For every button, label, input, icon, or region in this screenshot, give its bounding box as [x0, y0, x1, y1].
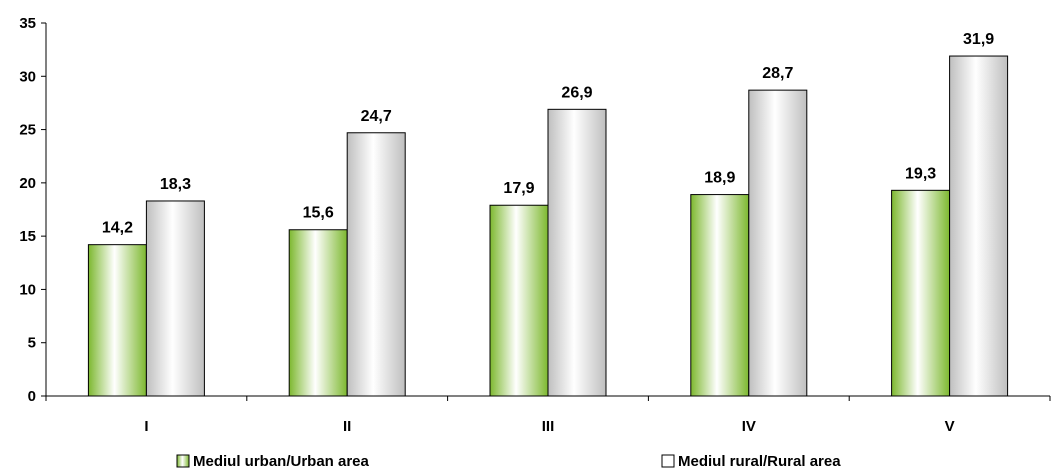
x-category-label: III	[542, 418, 555, 435]
x-category-label: IV	[742, 418, 756, 435]
y-tick-label: 30	[19, 68, 36, 85]
bar-urban	[87, 244, 147, 397]
x-category-label: II	[343, 418, 351, 435]
legend: Mediul urban/Urban area Mediul rural/Rur…	[176, 453, 841, 470]
bar-urban	[891, 189, 951, 397]
bar-rural	[547, 108, 607, 397]
x-category-label: I	[144, 418, 148, 435]
bars	[87, 55, 1009, 397]
y-tick-label: 10	[19, 281, 36, 298]
data-label-rural: 31,9	[963, 31, 994, 48]
y-tick-label: 15	[19, 228, 36, 245]
bar-rural	[949, 55, 1009, 397]
bar-rural	[346, 132, 406, 397]
y-tick-label: 0	[28, 388, 36, 405]
legend-label-urban: Mediul urban/Urban area	[193, 453, 370, 470]
legend-swatch-rural	[661, 454, 675, 468]
legend-swatch-urban	[176, 454, 190, 468]
x-category-label: V	[945, 418, 955, 435]
data-label-rural: 28,7	[762, 65, 793, 82]
y-tick-label: 35	[19, 15, 36, 32]
bar-urban	[288, 229, 348, 397]
y-tick-label: 20	[19, 175, 36, 192]
legend-item-urban: Mediul urban/Urban area	[176, 453, 370, 470]
bar-urban	[690, 194, 750, 397]
data-label-urban: 18,9	[704, 170, 735, 187]
data-label-urban: 19,3	[905, 165, 936, 182]
y-tick-label: 25	[19, 122, 36, 139]
data-label-rural: 26,9	[561, 84, 592, 101]
bar-rural	[748, 89, 808, 397]
data-label-rural: 24,7	[361, 108, 392, 125]
y-tick-label: 5	[28, 335, 36, 352]
bar-urban	[489, 204, 549, 397]
data-label-urban: 17,9	[503, 180, 534, 197]
legend-label-rural: Mediul rural/Rural area	[678, 453, 841, 470]
legend-item-rural: Mediul rural/Rural area	[661, 453, 841, 470]
data-label-rural: 18,3	[160, 176, 191, 193]
data-labels: 14,2 18,3 15,6 24,7 17,9 26,9 18,9 28,7 19,3 31,9	[102, 31, 994, 237]
data-label-urban: 15,6	[303, 205, 334, 222]
data-label-urban: 14,2	[102, 220, 133, 237]
bar-rural	[145, 200, 205, 397]
